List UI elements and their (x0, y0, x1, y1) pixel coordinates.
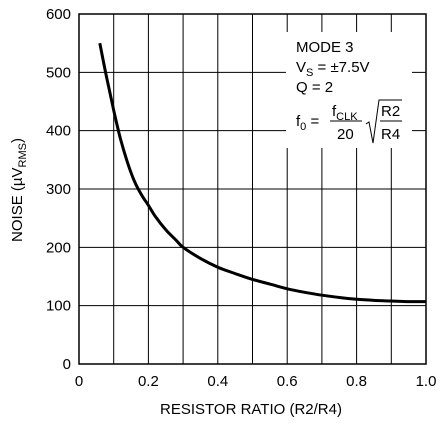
x-tick-label: 0.6 (277, 373, 298, 390)
sqrt-sign (365, 99, 402, 144)
y-tick-label: 400 (46, 123, 71, 140)
x-tick-label: 0 (75, 373, 83, 390)
y-tick-label: 100 (46, 298, 71, 315)
annotation-background (286, 32, 412, 148)
tick-labels: 0 0.2 0.4 0.6 0.8 1.0 0 100 200 300 400 500 600 (46, 6, 436, 390)
x-axis-title: RESISTOR RATIO (R2/R4) (160, 401, 342, 418)
annotation-f0: f0 = (296, 113, 319, 133)
annotation-mode: MODE 3 (296, 39, 354, 56)
annotation-r4: R4 (381, 126, 400, 143)
annotation-vs: VS = ±7.5V (296, 59, 370, 79)
plot-frame (78, 13, 427, 365)
annotation-denominator: 20 (337, 126, 354, 143)
y-tick-label: 600 (46, 6, 71, 23)
y-tick-label: 300 (46, 181, 71, 198)
y-tick-label: 500 (46, 64, 71, 81)
annotation-fclk: fCLK (332, 103, 358, 123)
x-tick-label: 1.0 (416, 373, 437, 390)
x-tick-label: 0.2 (138, 373, 159, 390)
y-tick-label: 200 (46, 239, 71, 256)
y-tick-label: 0 (63, 356, 71, 373)
x-tick-label: 0.8 (346, 373, 367, 390)
series-line (98, 42, 427, 304)
y-axis-title: NOISE (µVRMS) (9, 138, 29, 242)
annotation-q: Q = 2 (296, 79, 333, 96)
annotation: MODE 3 VS = ±7.5V Q = 2 f0 = fCLK 20 R2 … (296, 39, 402, 144)
x-tick-label: 0.4 (207, 373, 228, 390)
annotation-r2: R2 (381, 103, 400, 120)
